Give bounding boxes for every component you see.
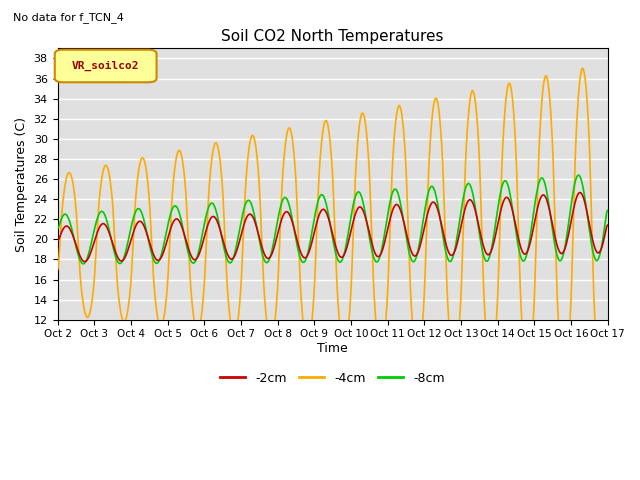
Y-axis label: Soil Temperatures (C): Soil Temperatures (C) xyxy=(15,117,28,252)
Text: No data for f_TCN_4: No data for f_TCN_4 xyxy=(13,12,124,23)
FancyBboxPatch shape xyxy=(55,50,157,82)
Title: Soil CO2 North Temperatures: Soil CO2 North Temperatures xyxy=(221,29,444,44)
X-axis label: Time: Time xyxy=(317,342,348,355)
Legend: -2cm, -4cm, -8cm: -2cm, -4cm, -8cm xyxy=(215,367,450,389)
Text: VR_soilco2: VR_soilco2 xyxy=(72,61,140,71)
